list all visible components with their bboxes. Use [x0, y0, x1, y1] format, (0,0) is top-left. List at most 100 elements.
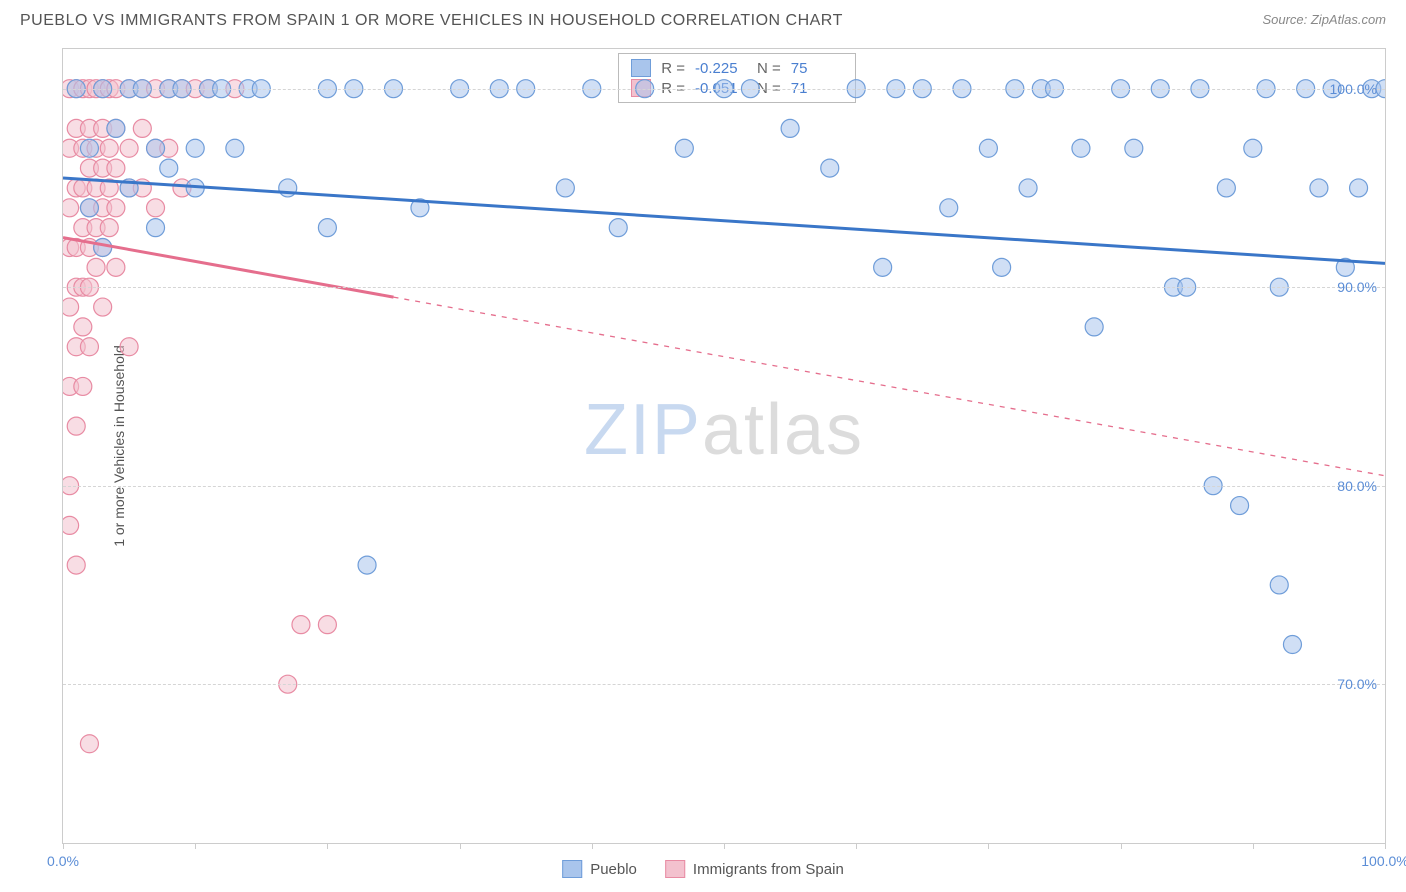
scatter-point — [1283, 636, 1301, 654]
scatter-point — [781, 119, 799, 137]
scatter-point — [1270, 576, 1288, 594]
regression-line — [63, 178, 1385, 263]
scatter-point — [292, 616, 310, 634]
y-tick-label: 100.0% — [1330, 81, 1377, 97]
scatter-point — [94, 119, 112, 137]
scatter-point — [1125, 139, 1143, 157]
scatter-point — [63, 139, 79, 157]
scatter-point — [358, 556, 376, 574]
x-tick-label: 0.0% — [47, 853, 79, 869]
stats-legend: R = -0.225 N = 75 R = -0.051 N = 71 — [618, 53, 856, 103]
scatter-point — [107, 119, 125, 137]
gridline — [63, 287, 1385, 288]
scatter-point — [63, 199, 79, 217]
legend-item: Pueblo — [562, 860, 637, 878]
y-tick-label: 90.0% — [1337, 279, 1377, 295]
scatter-point — [173, 179, 191, 197]
x-tick — [724, 843, 725, 849]
scatter-svg — [63, 49, 1385, 843]
legend-label: Pueblo — [590, 861, 637, 878]
scatter-point — [147, 199, 165, 217]
scatter-point — [87, 179, 105, 197]
scatter-point — [74, 377, 92, 395]
scatter-point — [120, 179, 138, 197]
x-tick — [327, 843, 328, 849]
scatter-point — [63, 516, 79, 534]
scatter-point — [67, 556, 85, 574]
scatter-point — [87, 139, 105, 157]
scatter-point — [1350, 179, 1368, 197]
gridline — [63, 89, 1385, 90]
scatter-point — [80, 139, 98, 157]
scatter-point — [147, 139, 165, 157]
scatter-point — [87, 219, 105, 237]
scatter-point — [107, 119, 125, 137]
scatter-point — [120, 179, 138, 197]
scatter-point — [186, 179, 204, 197]
scatter-point — [80, 338, 98, 356]
scatter-point — [63, 298, 79, 316]
legend-label: Immigrants from Spain — [693, 861, 844, 878]
scatter-point — [1336, 258, 1354, 276]
scatter-point — [74, 179, 92, 197]
r-label: R = — [661, 60, 685, 77]
scatter-point — [80, 159, 98, 177]
x-tick — [988, 843, 989, 849]
scatter-point — [318, 616, 336, 634]
scatter-point — [63, 377, 79, 395]
scatter-point — [160, 159, 178, 177]
watermark-part1: ZIP — [584, 390, 702, 470]
scatter-point — [63, 239, 79, 257]
series-legend: Pueblo Immigrants from Spain — [562, 860, 844, 878]
x-tick — [592, 843, 593, 849]
x-tick — [1121, 843, 1122, 849]
legend-swatch-icon — [631, 59, 651, 77]
scatter-point — [609, 219, 627, 237]
scatter-point — [107, 258, 125, 276]
x-tick — [856, 843, 857, 849]
plot-region: ZIPatlas R = -0.225 N = 75 R = -0.051 N … — [62, 48, 1386, 844]
scatter-point — [94, 199, 112, 217]
scatter-point — [133, 179, 151, 197]
header: PUEBLO VS IMMIGRANTS FROM SPAIN 1 OR MOR… — [0, 0, 1406, 38]
legend-swatch-icon — [665, 860, 685, 878]
scatter-point — [279, 179, 297, 197]
scatter-point — [160, 139, 178, 157]
scatter-point — [675, 139, 693, 157]
stats-legend-row: R = -0.225 N = 75 — [631, 58, 843, 78]
source-label: Source: ZipAtlas.com — [1262, 12, 1386, 27]
legend-swatch-icon — [562, 860, 582, 878]
scatter-point — [67, 119, 85, 137]
scatter-point — [80, 199, 98, 217]
scatter-point — [120, 338, 138, 356]
regression-line — [63, 238, 394, 298]
scatter-point — [67, 417, 85, 435]
legend-item: Immigrants from Spain — [665, 860, 844, 878]
scatter-point — [80, 119, 98, 137]
y-tick-label: 70.0% — [1337, 676, 1377, 692]
y-tick-label: 80.0% — [1337, 478, 1377, 494]
watermark-part2: atlas — [702, 390, 864, 470]
scatter-point — [120, 139, 138, 157]
scatter-point — [107, 159, 125, 177]
gridline — [63, 684, 1385, 685]
scatter-point — [1085, 318, 1103, 336]
scatter-point — [80, 239, 98, 257]
scatter-point — [874, 258, 892, 276]
scatter-point — [100, 179, 118, 197]
scatter-point — [107, 199, 125, 217]
regression-line-dashed — [394, 297, 1386, 476]
scatter-point — [67, 338, 85, 356]
scatter-point — [993, 258, 1011, 276]
scatter-point — [87, 258, 105, 276]
watermark: ZIPatlas — [584, 389, 864, 471]
scatter-point — [1072, 139, 1090, 157]
x-tick — [63, 843, 64, 849]
scatter-point — [133, 119, 151, 137]
scatter-point — [411, 199, 429, 217]
scatter-point — [1217, 179, 1235, 197]
scatter-point — [94, 239, 112, 257]
scatter-point — [940, 199, 958, 217]
scatter-point — [67, 179, 85, 197]
scatter-point — [94, 159, 112, 177]
